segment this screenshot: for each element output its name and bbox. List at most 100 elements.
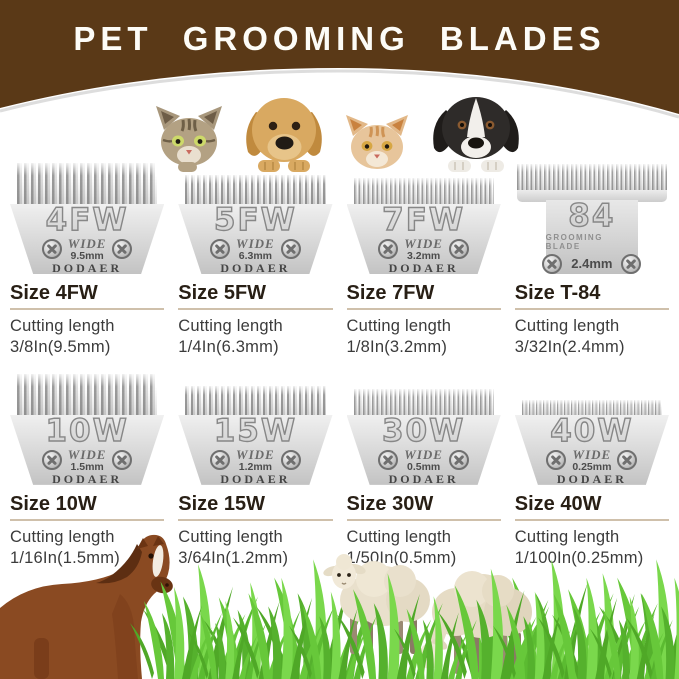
blade-size-title: Size 5FW — [178, 282, 333, 310]
cutting-length-label: Cutting length — [514, 527, 620, 546]
blade-tagline: GROOMING BLADE — [545, 233, 603, 251]
blade-image: 40W WIDE WIDE 0.25mm DODAER — [514, 371, 669, 486]
grass-front — [130, 568, 679, 679]
blade-body: 5FW WIDE WIDE 6.3mm DODAER — [178, 202, 333, 275]
cutting-length-value: 1/100In(0.25mm) — [514, 549, 644, 568]
screw-icon — [546, 450, 567, 471]
blade-engraving: 30W — [381, 412, 466, 449]
cutting-length-value: 1/16In(1.5mm) — [10, 549, 120, 568]
blade-body: 40W WIDE WIDE 0.25mm DODAER — [514, 412, 669, 486]
blade-mm-value: 2.4mm — [571, 256, 613, 272]
blade-brand: DODAER — [556, 471, 627, 486]
blade-wide-tag: WIDE — [67, 236, 107, 251]
blade-body: 10W WIDE WIDE 1.5mm DODAER — [10, 412, 165, 486]
blade-size-title: Size 4FW — [10, 282, 165, 310]
blade-caption: Size T-84 Cutting length 3/32In(2.4mm) — [514, 282, 669, 359]
cutting-length-label: Cutting length — [10, 317, 115, 335]
blade-teeth — [17, 163, 158, 205]
blade-cell: 84 GROOMING BLADE GROOMING BLADE 2.4mm — [514, 160, 669, 359]
blade-brand: DODAER — [220, 471, 291, 486]
blade-brand: DODAER — [220, 260, 291, 275]
top-animals-row — [0, 84, 679, 172]
blade-caption: Size 10W Cutting length 1/16In(1.5mm) — [10, 493, 165, 570]
blade-size-title: Size T-84 — [514, 282, 669, 310]
blade-brand: DODAER — [388, 471, 459, 486]
cutting-length-label: Cutting length — [346, 527, 452, 546]
blade-mm-value: 6.3mm — [238, 249, 273, 262]
screw-icon — [542, 254, 563, 274]
blade-cell: 5FW WIDE WIDE 6.3mm DODAER — [178, 160, 333, 359]
screw-icon — [378, 450, 399, 471]
cutting-length-value: 1/4In(6.3mm) — [178, 338, 279, 357]
blade-image: 84 GROOMING BLADE GROOMING BLADE 2.4mm — [515, 160, 669, 274]
cutting-length-label: Cutting length — [178, 527, 283, 546]
blade-caption: Size 15W Cutting length 3/64In(1.2mm) — [178, 493, 333, 570]
cutting-length-label: Cutting length — [178, 317, 283, 335]
blade-size-title: Size 30W — [346, 493, 501, 521]
blade-teeth — [521, 399, 662, 416]
screw-icon — [448, 450, 469, 471]
blade-caption: Size 4FW Cutting length 3/8In(9.5mm) — [10, 282, 165, 359]
blade-size-title: Size 40W — [514, 493, 669, 521]
blade-caption: Size 7FW Cutting length 1/8In(3.2mm) — [346, 282, 501, 359]
blade-image: 10W WIDE WIDE 1.5mm DODAER — [10, 371, 165, 486]
blade-engraving: 84 — [568, 198, 616, 234]
blade-brand: DODAER — [52, 471, 123, 486]
blade-engraving: 40W — [550, 412, 634, 449]
blade-image: 15W WIDE WIDE 1.2mm DODAER — [178, 371, 333, 486]
blade-body: 15W WIDE WIDE 1.2mm DODAER — [178, 412, 333, 486]
blade-teeth — [353, 388, 494, 416]
blade-top-bar — [516, 190, 667, 202]
blade-wide-tag: WIDE — [572, 446, 612, 462]
blade-engraving: 4FW — [45, 202, 129, 238]
page-title: PET GROOMING BLADES — [73, 20, 606, 57]
blade-size-title: Size 15W — [178, 493, 333, 521]
screw-icon — [112, 239, 133, 260]
blade-teeth — [185, 385, 326, 416]
blade-wide-tag: WIDE — [404, 446, 443, 462]
blade-engraving: 10W — [45, 412, 129, 449]
blade-mm-value: 1.5mm — [70, 460, 104, 473]
blade-size-title: Size 7FW — [346, 282, 501, 310]
blade-mm-value: 1.2mm — [238, 460, 273, 473]
blade-wide-tag: WIDE — [236, 446, 275, 462]
screw-icon — [41, 450, 62, 471]
blade-engraving: 7FW — [381, 202, 466, 238]
blade-size-title: Size 10W — [10, 493, 165, 521]
blade-mm-value: 0.5mm — [406, 460, 441, 473]
screw-icon — [112, 450, 133, 471]
cutting-length-value: 3/32In(2.4mm) — [514, 338, 625, 357]
blade-wide-tag: WIDE — [67, 446, 107, 462]
screw-icon — [378, 239, 399, 260]
blade-body: 84 GROOMING BLADE GROOMING BLADE 2.4mm — [542, 198, 642, 274]
screw-icon — [621, 254, 642, 274]
cutting-length-value: 3/64In(1.2mm) — [178, 549, 289, 568]
blade-image: 5FW WIDE WIDE 6.3mm DODAER — [178, 160, 333, 275]
blade-engraving: 15W — [213, 412, 298, 449]
blade-caption: Size 30W Cutting length 1/50In(0.5mm) — [346, 493, 501, 570]
blade-body: 4FW WIDE WIDE 9.5mm DODAER — [10, 202, 165, 275]
grass-back — [143, 559, 679, 679]
blade-cell: 10W WIDE WIDE 1.5mm DODAER — [10, 371, 165, 570]
screw-icon — [280, 450, 301, 471]
screw-icon — [41, 239, 62, 260]
orange-cat-image — [345, 115, 408, 169]
blade-cell: 15W WIDE WIDE 1.2mm DODAER — [178, 371, 333, 570]
cutting-length-value: 1/50In(0.5mm) — [346, 549, 457, 568]
blade-engraving: 5FW — [213, 202, 297, 238]
blade-image: 4FW WIDE WIDE 9.5mm DODAER — [10, 160, 165, 275]
header-banner: PET GROOMING BLADES — [0, 0, 679, 125]
blade-caption: Size 5FW Cutting length 1/4In(6.3mm) — [178, 282, 333, 359]
cutting-length-value: 1/8In(3.2mm) — [346, 338, 448, 357]
sheep-grazing-image — [419, 571, 532, 674]
cutting-length-value: 3/8In(9.5mm) — [10, 338, 111, 357]
screw-icon — [617, 450, 638, 471]
golden-dog-image — [245, 98, 322, 172]
blade-brand: DODAER — [388, 260, 459, 275]
black-white-dog-image — [432, 97, 519, 172]
blade-image: 7FW WIDE WIDE 3.2mm DODAER — [346, 160, 501, 275]
screw-icon — [280, 239, 301, 260]
blade-brand: DODAER — [52, 260, 123, 275]
blade-teeth — [17, 373, 158, 416]
